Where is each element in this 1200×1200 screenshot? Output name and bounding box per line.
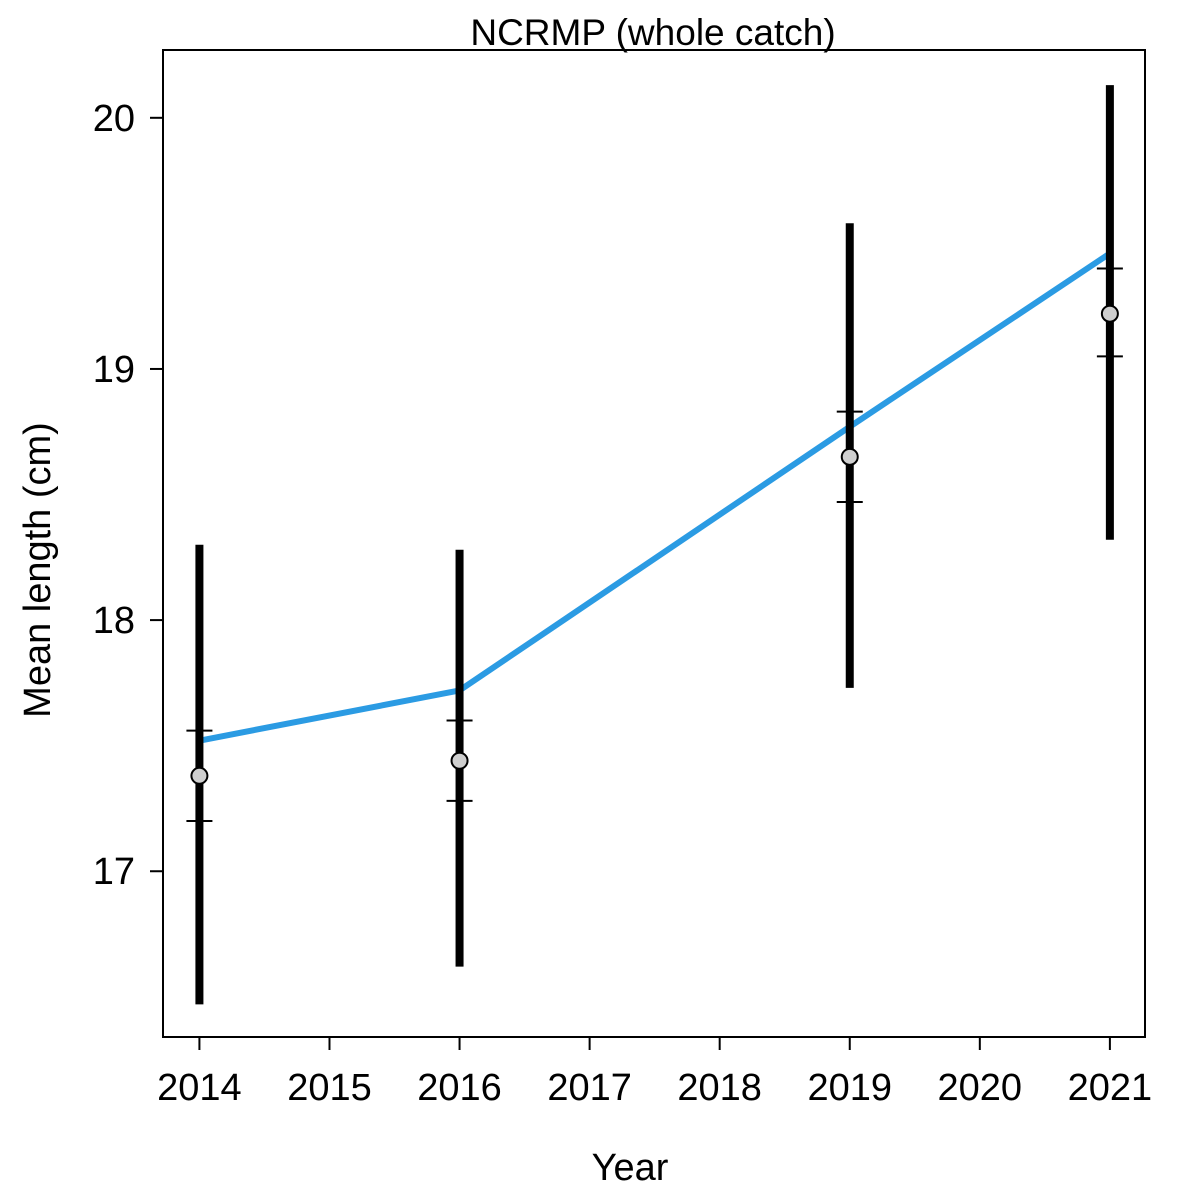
observed-mean-point: [190, 766, 209, 785]
x-axis-title: Year: [592, 1147, 669, 1189]
y-tick-label: 19: [93, 349, 135, 391]
x-axis: 2014 2015 2016 2017 2018 2019 2020 2021: [157, 1036, 1153, 1109]
x-tick-label: 2019: [807, 1067, 892, 1109]
fit-series: [196, 250, 1113, 744]
x-tick-label: 2014: [157, 1067, 242, 1109]
x-tick-label: 2017: [547, 1067, 632, 1109]
y-axis: 17 18 19 20: [93, 98, 164, 893]
y-tick-label: 20: [93, 98, 135, 140]
x-tick-label: 2021: [1068, 1067, 1153, 1109]
chart-title: NCRMP (whole catch): [470, 12, 835, 53]
y-tick-label: 18: [93, 600, 135, 642]
y-axis-title: Mean length (cm): [17, 422, 59, 718]
plot-area-frame: [162, 49, 1146, 1038]
x-tick-label: 2015: [287, 1067, 372, 1109]
x-tick-label: 2020: [938, 1067, 1023, 1109]
observed-mean-point: [1100, 304, 1119, 323]
observed-mean-point: [450, 751, 469, 770]
x-tick-label: 2016: [417, 1067, 502, 1109]
observed-series: [190, 304, 1119, 785]
expected-mean-line: [196, 250, 1113, 744]
y-tick-label: 17: [93, 851, 135, 893]
observed-mean-point: [840, 447, 859, 466]
interval-series: [186, 85, 1123, 1005]
x-tick-label: 2018: [677, 1067, 762, 1109]
